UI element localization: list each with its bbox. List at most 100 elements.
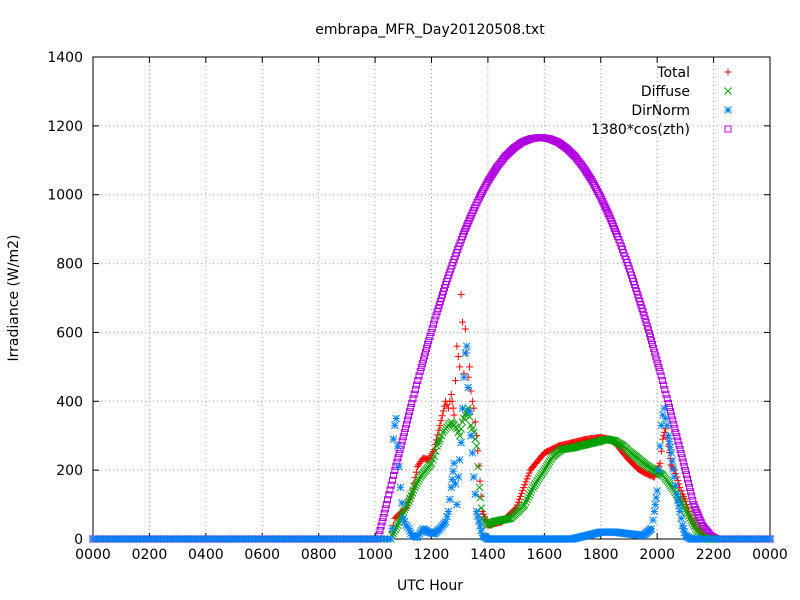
data-point-dirnorm: [649, 516, 657, 524]
data-point-total: [438, 412, 446, 420]
data-point-1380-cos-zth: [670, 420, 678, 428]
data-point-diffuse: [477, 504, 486, 512]
data-point-1380-cos-zth: [399, 433, 407, 441]
data-point-dirnorm: [464, 383, 473, 392]
data-point-total: [677, 487, 685, 495]
data-point-1380-cos-zth: [671, 424, 679, 432]
data-point-total: [448, 397, 456, 405]
y-tick-label: 1400: [47, 50, 83, 66]
y-tick-label: 1000: [47, 188, 83, 204]
data-point-dirnorm: [468, 449, 477, 457]
data-point-dirnorm: [671, 481, 680, 490]
data-point-diffuse: [503, 515, 512, 523]
data-point-dirnorm: [473, 512, 482, 521]
data-point-diffuse: [411, 481, 420, 490]
data-point-1380-cos-zth: [675, 441, 683, 449]
data-point-1380-cos-zth: [655, 364, 663, 372]
y-tick-label: 800: [56, 257, 83, 273]
data-point-total: [516, 492, 524, 500]
data-point-diffuse: [435, 437, 443, 446]
data-point-1380-cos-zth: [381, 505, 389, 513]
data-point-total: [454, 353, 462, 361]
data-point-1380-cos-zth: [663, 395, 671, 403]
data-point-diffuse: [684, 512, 693, 520]
data-point-1380-cos-zth: [597, 193, 605, 201]
data-point-total: [518, 489, 526, 497]
data-point-1380-cos-zth: [402, 420, 410, 428]
data-point-diffuse: [407, 491, 416, 500]
x-tick-label: 1000: [357, 547, 393, 563]
data-point-total: [470, 404, 478, 412]
data-point-diffuse: [505, 514, 514, 523]
x-tick-label: 0400: [188, 547, 224, 563]
data-point-total: [466, 363, 474, 371]
data-point-1380-cos-zth: [656, 367, 664, 375]
x-tick-label: 1600: [527, 547, 563, 563]
data-point-diffuse: [523, 495, 531, 504]
data-point-diffuse: [405, 497, 413, 505]
data-point-dirnorm: [471, 490, 480, 499]
data-point-1380-cos-zth: [407, 404, 415, 412]
data-point-dirnorm: [670, 473, 678, 481]
data-point-1380-cos-zth: [598, 195, 606, 203]
data-point-1380-cos-zth: [382, 501, 390, 509]
data-point-dirnorm: [395, 462, 403, 471]
data-point-diffuse: [682, 507, 691, 516]
data-point-diffuse: [457, 424, 465, 433]
data-point-1380-cos-zth: [689, 496, 697, 504]
data-point-1380-cos-zth: [394, 454, 402, 462]
data-point-1380-cos-zth: [654, 360, 662, 368]
data-point-1380-cos-zth: [669, 416, 677, 424]
data-point-diffuse: [524, 493, 533, 502]
data-point-1380-cos-zth: [406, 408, 414, 416]
data-point-diffuse: [401, 503, 410, 512]
data-point-1380-cos-zth: [658, 376, 666, 384]
data-point-diffuse: [526, 488, 535, 497]
data-point-1380-cos-zth: [676, 445, 684, 453]
y-tick-label: 400: [56, 394, 83, 410]
data-point-1380-cos-zth: [415, 372, 423, 380]
data-point-dirnorm: [462, 342, 471, 351]
data-point-diffuse: [681, 505, 690, 514]
data-point-1380-cos-zth: [644, 326, 652, 334]
data-point-1380-cos-zth: [648, 337, 656, 345]
grid: [93, 57, 770, 539]
data-point-total: [520, 484, 528, 492]
data-point-diffuse: [392, 523, 401, 532]
data-point-total: [471, 418, 479, 426]
series-layer: [89, 134, 774, 543]
data-point-1380-cos-zth: [386, 486, 394, 494]
data-point-dirnorm: [454, 473, 463, 481]
data-point-total: [521, 481, 529, 489]
data-point-dirnorm: [460, 373, 468, 382]
data-point-1380-cos-zth: [428, 324, 436, 332]
legend-label-diffuse: Diffuse: [641, 84, 690, 100]
data-point-dirnorm: [669, 465, 678, 473]
data-point-total: [476, 477, 484, 485]
data-point-1380-cos-zth: [662, 390, 670, 398]
data-point-dirnorm: [457, 438, 465, 447]
data-point-1380-cos-zth: [380, 509, 388, 517]
data-point-diffuse: [683, 510, 692, 518]
data-point-dirnorm: [388, 524, 396, 533]
data-point-dirnorm: [393, 442, 402, 450]
data-point-1380-cos-zth: [419, 356, 427, 364]
data-point-1380-cos-zth: [430, 320, 438, 328]
data-point-dirnorm: [660, 404, 669, 413]
data-point-total: [449, 404, 457, 412]
data-point-1380-cos-zth: [418, 360, 426, 368]
data-point-dirnorm: [651, 500, 660, 509]
data-point-1380-cos-zth: [424, 341, 432, 349]
data-point-1380-cos-zth: [680, 462, 688, 470]
data-point-dirnorm: [668, 457, 677, 465]
data-point-total: [525, 469, 533, 477]
data-point-dirnorm: [656, 442, 664, 450]
data-point-diffuse: [689, 520, 698, 529]
data-point-1380-cos-zth: [688, 492, 696, 500]
data-point-1380-cos-zth: [677, 450, 685, 458]
data-point-diffuse: [607, 436, 616, 445]
data-point-dirnorm: [677, 514, 685, 523]
data-point-diffuse: [688, 518, 696, 526]
data-point-diffuse: [415, 475, 423, 483]
data-point-1380-cos-zth: [417, 364, 425, 372]
